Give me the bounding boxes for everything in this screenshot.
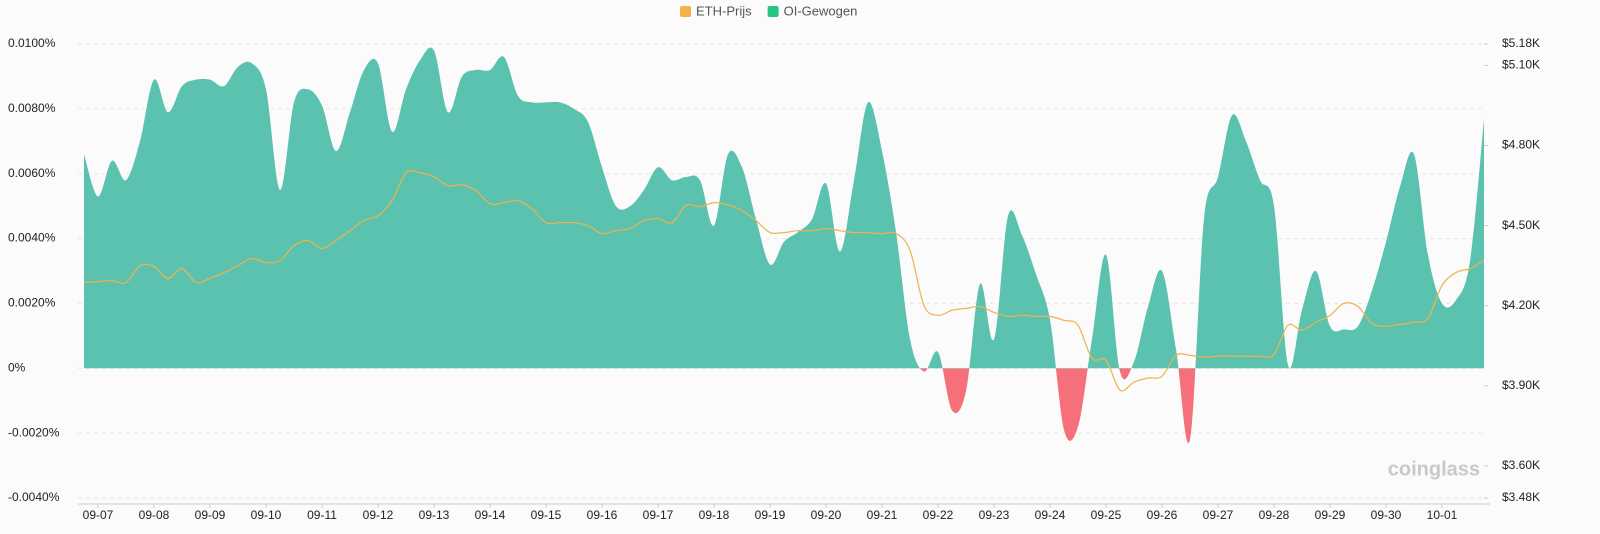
x-tick-label: 09-30	[1371, 508, 1402, 522]
y2-tick-label: $4.20K	[1502, 298, 1540, 312]
y2-tick-label: $3.90K	[1502, 378, 1540, 392]
x-tick-label: 09-12	[363, 508, 394, 522]
oi-area	[84, 47, 1484, 444]
legend-swatch	[767, 6, 779, 17]
y-tick-label: 0.0080%	[8, 101, 56, 115]
price-line	[83, 169, 1485, 392]
y-tick-label: -0.0020%	[8, 425, 60, 439]
y2-tick-label: $3.60K	[1502, 458, 1540, 472]
x-tick-label: 09-08	[139, 508, 170, 522]
legend-swatch	[680, 6, 691, 17]
x-tick-label: 09-21	[867, 508, 898, 522]
x-tick-label: 09-20	[811, 508, 842, 522]
y-tick-label: 0.0040%	[8, 231, 56, 245]
y-tick-label: 0%	[8, 360, 26, 374]
watermark: coinglass	[1388, 458, 1480, 480]
y2-tick-label: $4.50K	[1502, 218, 1540, 232]
y-tick-label: 0.0060%	[8, 166, 56, 180]
x-tick-label: 09-09	[195, 508, 226, 522]
y-tick-label: 0.0100%	[8, 36, 56, 50]
x-tick-label: 09-07	[83, 508, 114, 522]
x-tick-label: 09-17	[643, 508, 674, 522]
y2-tick-label: $3.48K	[1502, 490, 1540, 504]
y2-tick-label: $5.10K	[1502, 58, 1540, 72]
x-tick-label: 09-27	[1203, 508, 1234, 522]
x-tick-label: 09-23	[979, 508, 1010, 522]
x-tick-label: 09-10	[251, 508, 282, 522]
x-tick-label: 09-14	[475, 508, 506, 522]
y-tick-label: -0.0040%	[8, 490, 60, 504]
x-tick-label: 09-25	[1091, 508, 1122, 522]
x-tick-label: 09-29	[1315, 508, 1346, 522]
y2-tick-label: $5.18K	[1502, 36, 1540, 50]
y-tick-label: 0.0020%	[8, 296, 56, 310]
y2-tick-label: $4.80K	[1502, 138, 1540, 152]
x-tick-label: 09-16	[587, 508, 618, 522]
x-tick-label: 09-28	[1259, 508, 1290, 522]
x-tick-label: 09-13	[419, 508, 450, 522]
x-tick-label: 09-15	[531, 508, 562, 522]
x-tick-label: 09-26	[1147, 508, 1178, 522]
x-tick-label: 09-24	[1035, 508, 1066, 522]
x-tick-label: 09-11	[307, 508, 337, 522]
x-tick-label: 09-19	[755, 508, 786, 522]
legend-label: ETH-Prijs	[696, 3, 752, 18]
x-tick-label: 09-22	[923, 508, 954, 522]
legend-label: OI-Gewogen	[784, 3, 858, 18]
x-tick-label: 09-18	[699, 508, 730, 522]
x-tick-label: 10-01	[1427, 508, 1458, 522]
